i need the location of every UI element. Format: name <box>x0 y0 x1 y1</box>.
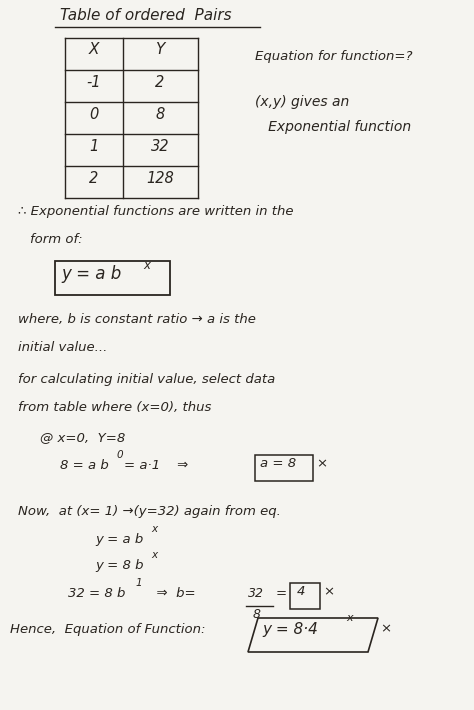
Text: ×: × <box>380 622 391 635</box>
Text: (x,y) gives an: (x,y) gives an <box>255 95 349 109</box>
Text: -1: -1 <box>87 75 101 90</box>
Text: 8: 8 <box>253 608 261 621</box>
Text: Hence,  Equation of Function:: Hence, Equation of Function: <box>10 623 206 636</box>
Text: 32: 32 <box>248 587 264 600</box>
Text: y = a b: y = a b <box>61 265 121 283</box>
Text: for calculating initial value, select data: for calculating initial value, select da… <box>18 373 275 386</box>
Text: 8 = a b: 8 = a b <box>60 459 109 472</box>
Text: = a·1    ⇒: = a·1 ⇒ <box>124 459 188 472</box>
Text: 1: 1 <box>136 578 143 588</box>
Text: x: x <box>151 550 157 560</box>
Text: form of:: form of: <box>30 233 82 246</box>
Text: 0: 0 <box>90 107 99 122</box>
Text: 128: 128 <box>146 171 174 186</box>
Text: y = 8·4: y = 8·4 <box>262 622 318 637</box>
Text: 32: 32 <box>151 139 169 154</box>
Text: 2: 2 <box>90 171 99 186</box>
Text: Y: Y <box>155 42 164 57</box>
Text: y = 8 b: y = 8 b <box>95 559 144 572</box>
FancyBboxPatch shape <box>55 261 170 295</box>
Text: ⇒  b=: ⇒ b= <box>148 587 196 600</box>
Text: x: x <box>143 259 150 272</box>
Text: Table of ordered  Pairs: Table of ordered Pairs <box>60 8 232 23</box>
Text: y = a b: y = a b <box>95 533 143 546</box>
FancyBboxPatch shape <box>290 583 320 609</box>
Text: 1: 1 <box>90 139 99 154</box>
Text: initial value...: initial value... <box>18 341 108 354</box>
Text: x: x <box>346 613 353 623</box>
Text: @ x=0,  Y=8: @ x=0, Y=8 <box>40 431 125 444</box>
Text: ×: × <box>323 585 334 598</box>
Text: 0: 0 <box>116 450 123 460</box>
Text: from table where (x=0), thus: from table where (x=0), thus <box>18 401 211 414</box>
Text: 8: 8 <box>155 107 164 122</box>
FancyBboxPatch shape <box>255 455 313 481</box>
Text: X: X <box>89 42 99 57</box>
Text: 2: 2 <box>155 75 164 90</box>
Polygon shape <box>248 618 378 652</box>
Text: 32 = 8 b: 32 = 8 b <box>68 587 126 600</box>
Text: 4: 4 <box>297 585 305 598</box>
Text: ∴ Exponential functions are written in the: ∴ Exponential functions are written in t… <box>18 205 293 218</box>
Text: x: x <box>151 524 157 534</box>
Text: ×: × <box>316 457 327 470</box>
Text: =: = <box>276 587 287 600</box>
Text: Exponential function: Exponential function <box>255 120 411 134</box>
Text: Now,  at (x= 1) →(y=32) again from eq.: Now, at (x= 1) →(y=32) again from eq. <box>18 505 281 518</box>
Text: where, b is constant ratio → a is the: where, b is constant ratio → a is the <box>18 313 256 326</box>
Text: a = 8: a = 8 <box>260 457 296 470</box>
Text: Equation for function=?: Equation for function=? <box>255 50 412 63</box>
